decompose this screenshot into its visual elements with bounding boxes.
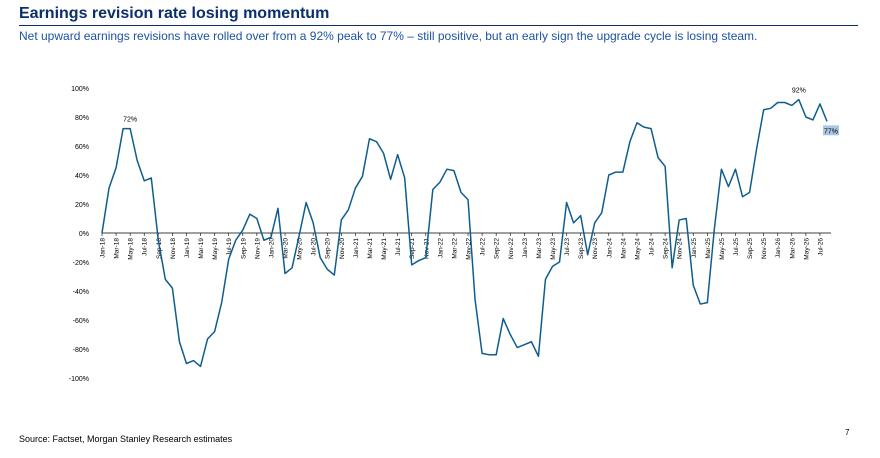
x-tick-label: Jul-24 bbox=[649, 238, 656, 256]
x-tick-label: Jul-20 bbox=[311, 238, 318, 256]
x-tick-label: Jan-22 bbox=[437, 238, 444, 258]
x-tick-label: Sep-25 bbox=[747, 238, 754, 259]
y-tick-label: -80% bbox=[73, 347, 89, 354]
page-subtitle: Net upward earnings revisions have rolle… bbox=[19, 29, 758, 43]
x-tick-label: Jul-19 bbox=[226, 238, 233, 256]
title-underline bbox=[19, 25, 858, 26]
x-tick-label: May-24 bbox=[634, 238, 641, 260]
x-tick-label: Jan-24 bbox=[606, 238, 613, 258]
x-tick-label: May-23 bbox=[550, 238, 557, 260]
y-tick-label: 80% bbox=[75, 115, 89, 122]
x-tick-label: Jan-18 bbox=[100, 238, 107, 258]
y-tick-label: 0% bbox=[79, 231, 89, 238]
y-tick-label: -100% bbox=[69, 376, 89, 383]
y-tick-label: -40% bbox=[73, 289, 89, 296]
series-line bbox=[101, 98, 828, 368]
x-tick-label: Sep-23 bbox=[578, 238, 585, 259]
x-tick-label: Jan-25 bbox=[691, 238, 698, 258]
data-label: 72% bbox=[123, 117, 137, 124]
x-tick-label: Mar-19 bbox=[198, 238, 205, 259]
x-tick-label: Mar-23 bbox=[536, 238, 543, 259]
x-tick-label: May-21 bbox=[381, 238, 388, 260]
x-tick-label: May-18 bbox=[128, 238, 135, 260]
x-tick-label: Sep-24 bbox=[663, 238, 670, 259]
x-tick-label: May-19 bbox=[212, 238, 219, 260]
x-tick-label: Nov-22 bbox=[508, 238, 515, 259]
data-label: 77% bbox=[824, 128, 838, 135]
y-tick-label: -20% bbox=[73, 260, 89, 267]
chart-annotations: 72% 92% 77% bbox=[123, 88, 839, 136]
x-tick-label: Nov-25 bbox=[761, 238, 768, 259]
x-tick-label: Nov-24 bbox=[677, 238, 684, 259]
source-note: Source: Factset, Morgan Stanley Research… bbox=[19, 434, 233, 444]
y-tick-label: 100% bbox=[71, 86, 89, 93]
x-tick-label: Mar-20 bbox=[283, 238, 290, 259]
page-title: Earnings revision rate losing momentum bbox=[19, 5, 330, 22]
x-axis-tick-marks bbox=[101, 233, 821, 236]
x-tick-label: Jul-23 bbox=[564, 238, 571, 256]
x-tick-label: Jan-19 bbox=[184, 238, 191, 258]
x-tick-label: Sep-21 bbox=[409, 238, 416, 259]
x-tick-label: Jan-26 bbox=[775, 238, 782, 258]
x-tick-label: Nov-23 bbox=[592, 238, 599, 259]
x-tick-label: Nov-18 bbox=[170, 238, 177, 259]
x-tick-label: Mar-21 bbox=[367, 238, 374, 259]
x-tick-label: Mar-18 bbox=[114, 238, 121, 259]
x-tick-label: Mar-24 bbox=[620, 238, 627, 259]
x-tick-label: Jan-21 bbox=[353, 238, 360, 258]
x-tick-label: Nov-20 bbox=[339, 238, 346, 259]
y-tick-label: -60% bbox=[73, 318, 89, 325]
y-axis-tick-labels: 100% 80% 60% 40% 20% 0% -20% -40% -60% -80% -100% bbox=[69, 86, 89, 383]
last-value-label-box bbox=[823, 125, 839, 136]
x-tick-label: May-22 bbox=[466, 238, 473, 260]
x-tick-label: Sep-22 bbox=[494, 238, 501, 259]
x-tick-label: Nov-19 bbox=[254, 238, 261, 259]
x-tick-label: Jul-25 bbox=[733, 238, 740, 256]
x-axis-tick-labels: Jan-18 Mar-18 May-18 Jul-18 Sep-18 Nov-18 Jan-… bbox=[100, 238, 825, 260]
x-tick-label: May-26 bbox=[803, 238, 810, 260]
x-tick-label: Jul-26 bbox=[817, 238, 824, 256]
x-tick-label: Jul-21 bbox=[395, 238, 402, 256]
x-tick-label: Sep-19 bbox=[240, 238, 247, 259]
x-tick-label: Mar-26 bbox=[789, 238, 796, 259]
page-number: 7 bbox=[845, 428, 850, 437]
x-tick-label: Jan-23 bbox=[522, 238, 529, 258]
x-tick-label: Jul-22 bbox=[480, 238, 487, 256]
x-tick-label: Jan-20 bbox=[268, 238, 275, 258]
y-tick-label: 40% bbox=[75, 173, 89, 180]
data-label: 92% bbox=[792, 88, 806, 95]
x-tick-label: Mar-22 bbox=[451, 238, 458, 259]
x-tick-label: Sep-20 bbox=[325, 238, 332, 259]
x-tick-label: Jul-18 bbox=[142, 238, 149, 256]
y-tick-label: 60% bbox=[75, 144, 89, 151]
x-tick-label: May-20 bbox=[297, 238, 304, 260]
x-tick-label: May-25 bbox=[719, 238, 726, 260]
x-tick-label: Mar-25 bbox=[705, 238, 712, 259]
y-tick-label: 20% bbox=[75, 202, 89, 209]
